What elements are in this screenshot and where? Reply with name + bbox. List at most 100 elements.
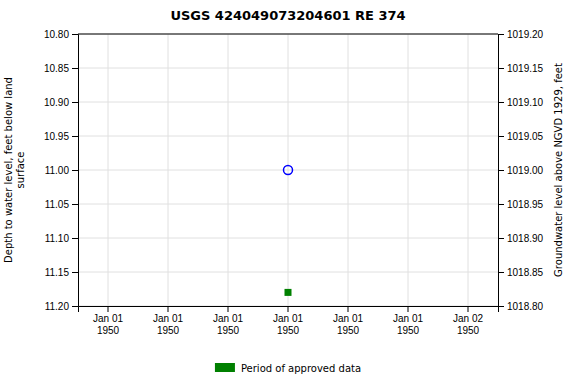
- tick-mark: [108, 306, 109, 312]
- tick-mark: [498, 68, 504, 69]
- tick-mark: [72, 272, 78, 273]
- text-line: 1950: [337, 325, 360, 336]
- tick-mark: [348, 306, 349, 312]
- grid-line: [468, 34, 469, 306]
- text-line: Jan 02: [453, 313, 483, 324]
- tick-mark: [228, 306, 229, 312]
- tick-mark: [498, 204, 504, 205]
- text-line: Depth to water level, feet below land: [3, 77, 14, 263]
- axis-line: [72, 35, 79, 307]
- text-line: Groundwater level above NGVD 1929, feet: [553, 63, 564, 277]
- tick-mark: [498, 272, 504, 273]
- tick-mark: [288, 306, 289, 312]
- axis-line: [79, 307, 499, 313]
- tick-mark: [72, 136, 78, 137]
- tick-label: 11.00: [45, 165, 70, 176]
- tick-label: Jan 011950: [213, 313, 243, 336]
- marks: [284, 166, 293, 296]
- tick: 11.15: [45, 267, 78, 278]
- tick: 11.20: [45, 301, 78, 312]
- text-line: Jan 01: [213, 313, 243, 324]
- grid-line: [168, 34, 169, 306]
- tick: 10.85: [44, 63, 78, 74]
- tick-mark: [72, 102, 78, 103]
- text-line: 1950: [457, 325, 480, 336]
- tick: Jan 011950: [93, 306, 123, 336]
- y2-axis: 1019.20 1019.15 1019.10 1019.05 1019.00 1018.…: [498, 29, 544, 312]
- tick-label: 1019.05: [507, 131, 544, 142]
- tick: 11.05: [45, 199, 78, 210]
- tick-label: Jan 011950: [153, 313, 183, 336]
- legend-item: Period of approved data: [215, 363, 361, 374]
- tick-label: 1019.15: [507, 63, 544, 74]
- grid-line: [408, 34, 409, 306]
- grid-line: [228, 34, 229, 306]
- tick-label: Jan 011950: [273, 313, 303, 336]
- tick-mark: [168, 306, 169, 312]
- legend-label: Period of approved data: [241, 363, 361, 374]
- text-line: Jan 01: [393, 313, 423, 324]
- tick-label: 11.15: [45, 267, 70, 278]
- text-line: Jan 01: [273, 313, 303, 324]
- tick-mark: [72, 170, 78, 171]
- legend: Period of approved data: [215, 363, 361, 374]
- tick-label: 11.05: [45, 199, 70, 210]
- tick-label: 10.90: [44, 97, 69, 108]
- tick: 1018.80: [498, 301, 544, 312]
- tick-mark: [498, 102, 504, 103]
- tick: 1019.20: [498, 29, 544, 40]
- tick: 1018.90: [498, 233, 544, 244]
- tick-mark: [72, 68, 78, 69]
- title: USGS 424049073204601 RE 374: [170, 8, 405, 23]
- x-axis: Jan 011950Jan 011950Jan 011950Jan 011950…: [79, 306, 499, 336]
- tick: 11.00: [45, 165, 78, 176]
- text-line: 1950: [397, 325, 420, 336]
- grid-line: [288, 34, 289, 306]
- text-line: Jan 01: [93, 313, 123, 324]
- tick-label: 1018.95: [507, 199, 544, 210]
- tick-label: 10.85: [44, 63, 69, 74]
- tick-label: Jan 011950: [93, 313, 123, 336]
- point: [284, 166, 293, 175]
- tick: 11.10: [45, 233, 78, 244]
- tick-label: 11.10: [45, 233, 70, 244]
- grid-line: [78, 34, 498, 35]
- text-line: Jan 01: [333, 313, 363, 324]
- tick: Jan 011950: [333, 306, 363, 336]
- tick-mark: [498, 34, 504, 35]
- text-line: surface: [15, 152, 26, 189]
- chart: Jan 011950Jan 011950Jan 011950Jan 011950…: [0, 0, 576, 384]
- tick-label: 1019.00: [507, 165, 544, 176]
- tick: 10.80: [44, 29, 78, 40]
- text-line: 1950: [217, 325, 240, 336]
- tick-label: Jan 011950: [393, 313, 423, 336]
- plot: Jan 011950Jan 011950Jan 011950Jan 011950…: [3, 29, 564, 336]
- tick-mark: [498, 306, 504, 307]
- tick-label: 1018.80: [507, 301, 544, 312]
- tick-mark: [72, 34, 78, 35]
- tick-label: 1019.20: [507, 29, 544, 40]
- series: [285, 289, 292, 296]
- point: [285, 289, 292, 296]
- tick: 10.90: [44, 97, 78, 108]
- tick: 1019.00: [498, 165, 544, 176]
- tick-label: Jan 011950: [333, 313, 363, 336]
- tick: Jan 011950: [273, 306, 303, 336]
- tick-mark: [498, 136, 504, 137]
- tick-mark: [72, 306, 78, 307]
- axis-title: Groundwater level above NGVD 1929, feet: [553, 63, 564, 277]
- tick: Jan 021950: [453, 306, 483, 336]
- axis-line: [499, 35, 505, 307]
- tick: 10.95: [44, 131, 78, 142]
- tick: 1018.85: [498, 267, 544, 278]
- tick-label: Jan 021950: [453, 313, 483, 336]
- text-line: Jan 01: [153, 313, 183, 324]
- tick-mark: [72, 204, 78, 205]
- tick: 1019.15: [498, 63, 544, 74]
- legend-swatch: [215, 363, 235, 372]
- tick-mark: [468, 306, 469, 312]
- tick-mark: [408, 306, 409, 312]
- tick-label: 1019.10: [507, 97, 544, 108]
- tick: Jan 011950: [393, 306, 423, 336]
- tick: 1019.10: [498, 97, 544, 108]
